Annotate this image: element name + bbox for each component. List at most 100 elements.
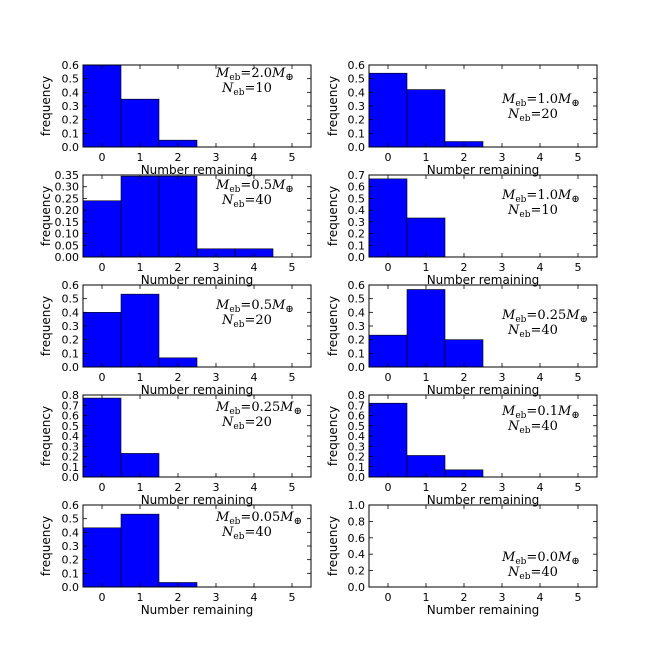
annotation-count-value-8: 40 [255,525,272,540]
annotation-count-8: Neb=40 [221,525,272,542]
annotation-mass-value-3: 1.0 [537,188,558,203]
x-tick-label-9-4: 4 [537,591,544,604]
annotation-mass-1: Meb=1.0M⊕ [501,92,580,109]
x-tick-label-7-1: 1 [423,481,430,494]
y-tick-label-4-6: 0.6 [62,279,80,292]
y-tick-label-0-3: 0.3 [62,100,80,113]
y-tick-label-2-2: 0.10 [55,228,80,241]
bar-7-0 [368,402,408,478]
x-tick-label-1-3: 3 [499,151,506,164]
annotation-count-value-6: 20 [255,415,272,430]
annotation-count-6: Neb=20 [221,415,272,432]
y-tick-label-5-6: 0.6 [348,279,366,292]
x-axis-label-2: Number remaining [141,273,254,287]
annotation-count-value-3: 10 [541,203,558,218]
x-tick-label-0-2: 2 [175,151,182,164]
y-tick-label-6-5: 0.5 [62,420,80,433]
x-tick-label-3-5: 5 [575,261,582,274]
y-tick-label-6-3: 0.3 [62,440,80,453]
y-tick-label-8-6: 0.6 [62,499,80,512]
x-tick-label-7-2: 2 [461,481,468,494]
x-tick-label-1-1: 1 [423,151,430,164]
y-axis-label-0: frequency [39,76,53,136]
x-axis-label-8: Number remaining [141,603,254,617]
y-tick-label-5-1: 0.1 [348,347,366,360]
annotation-mass-2: Meb=0.5M⊕ [215,178,294,195]
chart-panel-6: 0 1 2 3 4 5 0.00.10.20.30.40.50.60.70.8 Number … [39,389,312,507]
y-tick-label-0-1: 0.1 [62,127,80,140]
y-tick-label-0-5: 0.5 [62,73,80,86]
y-tick-label-2-5: 0.25 [55,192,80,205]
y-tick-label-4-3: 0.3 [62,320,80,333]
bar-4-0 [82,312,122,368]
annotation-mass-value-2: 0.5 [251,178,272,193]
x-tick-label-2-3: 3 [213,261,220,274]
x-tick-label-4-0: 0 [99,371,106,384]
y-tick-label-2-3: 0.15 [55,216,80,229]
x-tick-label-8-4: 4 [251,591,258,604]
y-tick-label-0-4: 0.4 [62,86,80,99]
y-tick-label-1-0: 0.0 [348,141,366,154]
y-tick-label-8-0: 0.0 [62,581,80,594]
x-tick-label-0-3: 3 [213,151,220,164]
annotation-mass-0: Meb=2.0M⊕ [215,66,294,83]
y-tick-label-6-4: 0.4 [62,430,80,443]
y-tick-label-5-2: 0.2 [348,334,366,347]
y-tick-label-8-1: 0.1 [62,567,80,580]
x-tick-label-4-3: 3 [213,371,220,384]
chart-panel-3: 0 1 2 3 4 5 0.00.10.20.30.40.50.60.7 Number rem… [326,169,598,287]
annotation-count-value-7: 40 [541,419,558,434]
x-tick-label-6-3: 3 [213,481,220,494]
y-axis-label-2: frequency [39,186,53,246]
annotation-mass-value-9: 0.0 [537,550,558,565]
x-tick-label-9-2: 2 [461,591,468,604]
x-tick-label-2-4: 4 [251,261,258,274]
x-axis-label-5: Number remaining [427,383,540,397]
x-tick-label-5-3: 3 [499,371,506,384]
y-axis-label-7: frequency [326,406,340,466]
y-tick-label-7-1: 0.1 [348,461,366,474]
y-tick-label-0-0: 0.0 [62,141,80,154]
annotation-count-value-5: 40 [541,323,558,338]
x-tick-label-9-1: 1 [423,591,430,604]
x-tick-label-4-2: 2 [175,371,182,384]
y-tick-label-7-8: 0.8 [348,389,366,402]
bar-2-1 [120,175,160,258]
x-tick-label-5-0: 0 [385,371,392,384]
x-tick-label-9-0: 0 [385,591,392,604]
y-tick-label-9-3: 0.6 [348,532,366,545]
y-tick-label-6-8: 0.8 [62,389,80,402]
x-tick-label-2-0: 0 [99,261,106,274]
annotation-mass-value-6: 0.25 [251,400,280,415]
x-tick-label-5-5: 5 [575,371,582,384]
annotation-mass-7: Meb=0.1M⊕ [501,404,580,421]
x-tick-label-7-0: 0 [385,481,392,494]
y-tick-label-8-3: 0.3 [62,540,80,553]
bar-0-0 [82,64,122,148]
y-tick-label-7-7: 0.7 [348,399,366,412]
annotation-count-3: Neb=10 [507,203,558,220]
annotation-mass-value-7: 0.1 [537,404,558,419]
y-axis-label-6: frequency [39,406,53,466]
y-axis-label-5: frequency [326,296,340,356]
annotation-count-value-9: 40 [541,565,558,580]
y-tick-label-9-2: 0.4 [348,548,366,561]
x-tick-label-0-0: 0 [99,151,106,164]
y-tick-label-3-7: 0.7 [348,169,366,182]
y-tick-label-4-2: 0.2 [62,334,80,347]
x-tick-label-0-5: 5 [289,151,296,164]
y-tick-label-7-2: 0.2 [348,451,366,464]
y-tick-label-2-4: 0.20 [55,204,80,217]
y-tick-label-9-4: 0.8 [348,515,366,528]
y-tick-label-5-3: 0.3 [348,320,366,333]
bar-3-1 [406,217,446,258]
y-tick-label-9-0: 0.0 [348,581,366,594]
y-tick-label-1-1: 0.1 [348,127,366,140]
annotation-mass-value-0: 2.0 [251,66,272,81]
y-tick-label-1-3: 0.3 [348,100,366,113]
annotation-count-7: Neb=40 [507,419,558,436]
annotation-count-9: Neb=40 [507,565,558,582]
x-tick-label-3-3: 3 [499,261,506,274]
annotation-count-2: Neb=40 [221,193,272,210]
annotation-mass-3: Meb=1.0M⊕ [501,188,580,205]
